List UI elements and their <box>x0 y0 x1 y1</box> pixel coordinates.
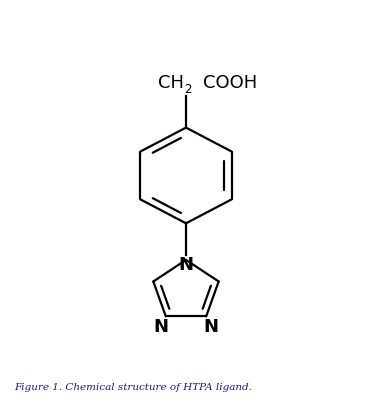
Text: Figure 1. Chemical structure of HTPA ligand.: Figure 1. Chemical structure of HTPA lig… <box>14 383 251 392</box>
Text: COOH: COOH <box>203 74 258 92</box>
Text: N: N <box>154 318 169 337</box>
Text: N: N <box>179 256 193 274</box>
Text: CH: CH <box>158 74 184 92</box>
Text: N: N <box>203 318 218 337</box>
Text: 2: 2 <box>184 83 191 96</box>
